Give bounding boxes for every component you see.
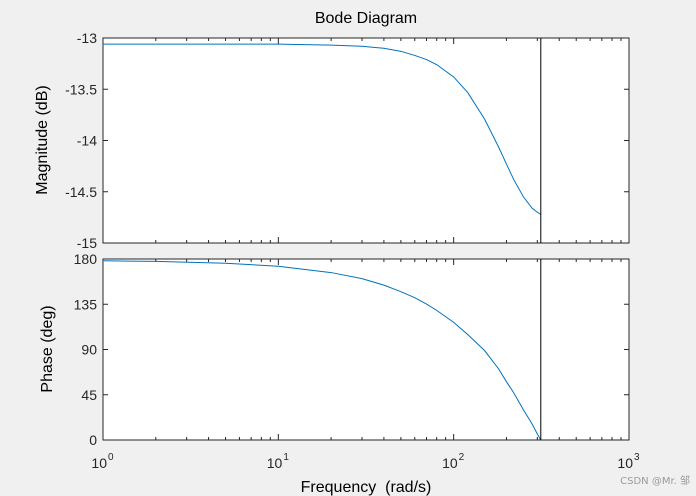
phase-curve: [102, 260, 542, 441]
x-tick-base: 10: [617, 455, 633, 471]
magnitude-ticks: -15 -14.5 -14 -13.5 -13: [65, 30, 629, 251]
phase-panel: 0 45 90 135 180 Phase (deg): [39, 251, 630, 448]
magnitude-ytick-label: -13.5: [65, 81, 97, 97]
phase-ytick-label: 0: [89, 432, 97, 448]
phase-ticks: 0 45 90 135 180: [74, 251, 629, 448]
phase-x-ticks: [102, 259, 622, 440]
x-axis-label: Frequency (rad/s): [301, 479, 432, 496]
magnitude-ylabel: Magnitude (dB): [34, 85, 51, 194]
magnitude-axes-background: [102, 37, 630, 244]
x-tick-exponent: 3: [634, 452, 640, 463]
x-tick-exponent: 0: [108, 452, 114, 463]
magnitude-ytick-label: -14.5: [65, 184, 97, 200]
x-tick-label: 10 0: [91, 452, 114, 471]
magnitude-curve: [103, 43, 542, 215]
magnitude-ytick-label: -15: [77, 235, 97, 251]
magnitude-x-ticks: [102, 38, 622, 243]
x-tick-label: 10 2: [442, 452, 465, 471]
x-tick-labels: 10 0 10 1 10 2 10 3: [91, 452, 640, 471]
magnitude-panel: -15 -14.5 -14 -13.5 -13 Magnitude (dB): [34, 30, 630, 251]
magnitude-ytick-label: -14: [77, 133, 97, 149]
phase-ytick-label: 180: [74, 251, 98, 267]
magnitude-ytick-label: -13: [77, 30, 97, 46]
phase-ytick-label: 45: [81, 387, 97, 403]
x-tick-exponent: 2: [459, 452, 465, 463]
phase-ytick-label: 90: [81, 342, 97, 358]
x-tick-base: 10: [91, 455, 107, 471]
x-tick-label: 10 3: [617, 452, 640, 471]
phase-axes-background: [102, 258, 630, 441]
x-tick-label: 10 1: [267, 452, 290, 471]
x-tick-base: 10: [267, 455, 283, 471]
chart-title: Bode Diagram: [315, 10, 417, 27]
phase-ylabel: Phase (deg): [39, 305, 56, 392]
x-tick-exponent: 1: [283, 452, 289, 463]
phase-ytick-label: 135: [74, 296, 98, 312]
watermark: CSDN @Mr. 邹: [620, 474, 690, 487]
x-tick-base: 10: [442, 455, 458, 471]
